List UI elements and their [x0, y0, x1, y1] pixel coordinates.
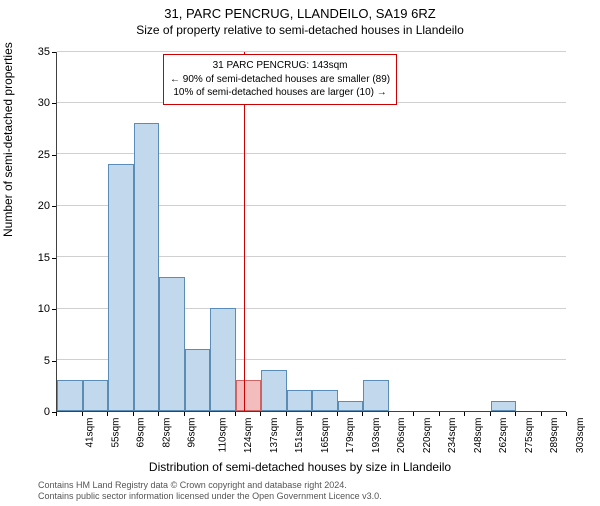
xtick-mark — [82, 412, 83, 416]
xtick-mark — [56, 412, 57, 416]
xtick-label: 69sqm — [136, 418, 147, 448]
ytick-label: 0 — [22, 406, 50, 418]
xtick-mark — [515, 412, 516, 416]
ytick-label: 5 — [22, 355, 50, 367]
attribution-line2: Contains public sector information licen… — [38, 491, 382, 502]
xtick-mark — [464, 412, 465, 416]
histogram-bar — [312, 390, 338, 411]
xtick-mark — [158, 412, 159, 416]
xtick-mark — [311, 412, 312, 416]
xtick-mark — [337, 412, 338, 416]
xtick-mark — [133, 412, 134, 416]
attribution-line1: Contains HM Land Registry data © Crown c… — [38, 480, 382, 491]
xtick-label: 193sqm — [371, 418, 382, 454]
histogram-bar — [287, 390, 313, 411]
histogram-bar — [134, 123, 160, 411]
xtick-mark — [362, 412, 363, 416]
ytick-label: 10 — [22, 303, 50, 315]
ytick-label: 25 — [22, 149, 50, 161]
xtick-label: 206sqm — [396, 418, 407, 454]
xtick-label: 41sqm — [85, 418, 96, 448]
ytick-label: 15 — [22, 252, 50, 264]
xtick-label: 55sqm — [110, 418, 121, 448]
chart-title: 31, PARC PENCRUG, LLANDEILO, SA19 6RZ — [0, 6, 600, 21]
marker-line — [244, 52, 246, 411]
xtick-mark — [286, 412, 287, 416]
histogram-bar — [338, 401, 364, 411]
xtick-label: 220sqm — [422, 418, 433, 454]
xtick-label: 165sqm — [320, 418, 331, 454]
histogram-bar — [108, 164, 134, 411]
info-line1: 31 PARC PENCRUG: 143sqm — [170, 59, 390, 73]
histogram-bar — [491, 401, 517, 411]
xtick-label: 303sqm — [575, 418, 586, 454]
xtick-mark — [235, 412, 236, 416]
xtick-label: 96sqm — [187, 418, 198, 448]
histogram-bar — [185, 349, 211, 411]
chart-container: 31, PARC PENCRUG, LLANDEILO, SA19 6RZ Si… — [0, 6, 600, 506]
histogram-bar — [83, 380, 109, 411]
xtick-label: 82sqm — [161, 418, 172, 448]
xtick-label: 289sqm — [549, 418, 560, 454]
xtick-mark — [439, 412, 440, 416]
xtick-mark — [541, 412, 542, 416]
chart-subtitle: Size of property relative to semi-detach… — [0, 23, 600, 37]
xtick-label: 262sqm — [498, 418, 509, 454]
xtick-label: 110sqm — [217, 418, 228, 453]
ytick-label: 35 — [22, 46, 50, 58]
histogram-bar — [363, 380, 389, 411]
xtick-mark — [107, 412, 108, 416]
xtick-label: 234sqm — [447, 418, 458, 454]
xtick-label: 179sqm — [345, 418, 356, 454]
attribution-text: Contains HM Land Registry data © Crown c… — [38, 480, 382, 503]
histogram-bar — [159, 277, 185, 411]
y-axis-label: Number of semi-detached properties — [1, 42, 15, 237]
xtick-mark — [260, 412, 261, 416]
ytick-label: 30 — [22, 97, 50, 109]
xtick-mark — [413, 412, 414, 416]
xtick-label: 151sqm — [294, 418, 305, 454]
xtick-mark — [184, 412, 185, 416]
x-axis-label: Distribution of semi-detached houses by … — [0, 460, 600, 474]
xtick-mark — [209, 412, 210, 416]
xtick-label: 275sqm — [524, 418, 535, 454]
plot-area: 31 PARC PENCRUG: 143sqm← 90% of semi-det… — [56, 52, 566, 412]
xtick-label: 137sqm — [269, 418, 280, 454]
xtick-label: 248sqm — [473, 418, 484, 454]
histogram-bar — [236, 380, 262, 411]
xtick-mark — [566, 412, 567, 416]
info-line3: 10% of semi-detached houses are larger (… — [170, 86, 390, 100]
xtick-mark — [490, 412, 491, 416]
info-box: 31 PARC PENCRUG: 143sqm← 90% of semi-det… — [163, 54, 397, 105]
histogram-bar — [210, 308, 236, 411]
info-line2: ← 90% of semi-detached houses are smalle… — [170, 73, 390, 87]
xtick-mark — [388, 412, 389, 416]
ytick-label: 20 — [22, 200, 50, 212]
histogram-bar — [57, 380, 83, 411]
histogram-bar — [261, 370, 287, 411]
gridline — [57, 51, 566, 52]
xtick-label: 124sqm — [243, 418, 254, 454]
